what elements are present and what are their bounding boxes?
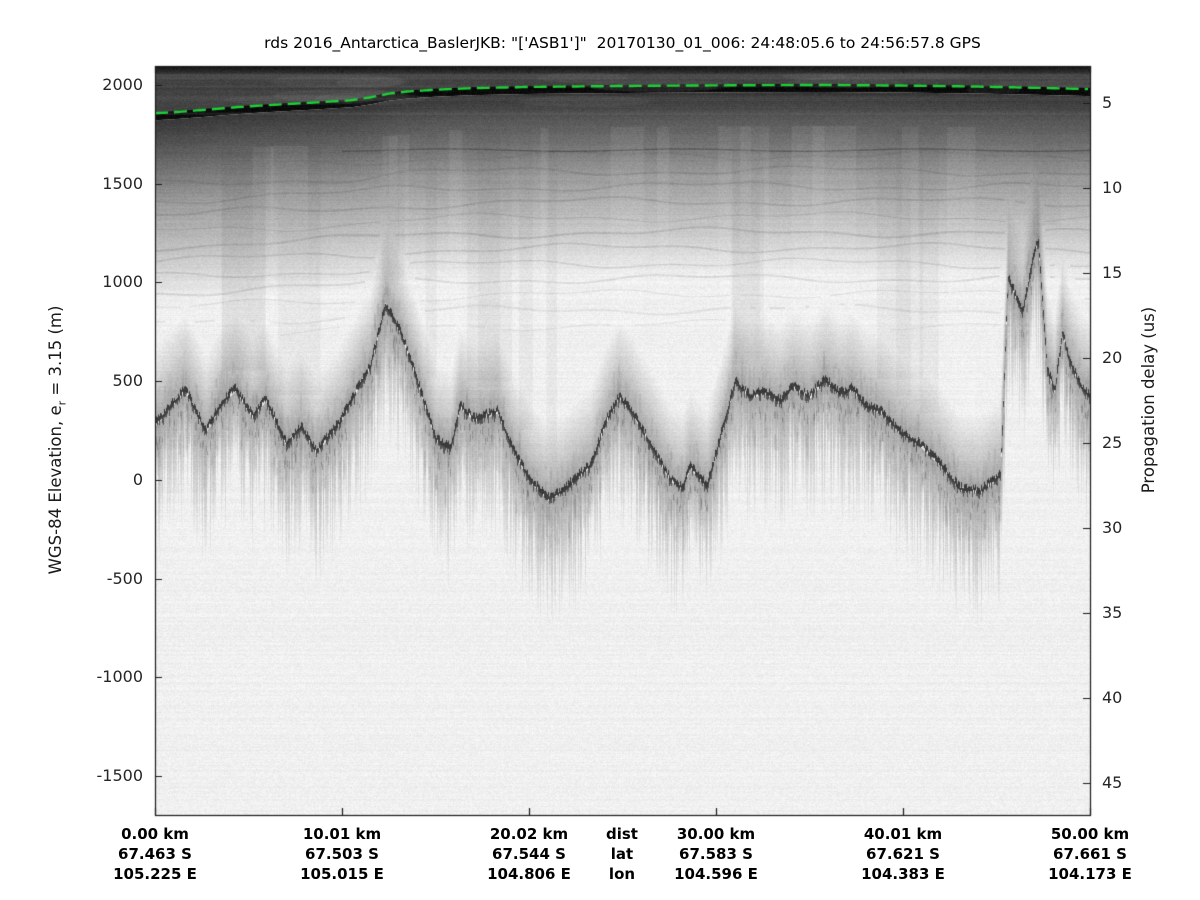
xtick-lon: 104.806 E bbox=[487, 865, 571, 883]
xtick-dist: 10.01 km bbox=[302, 825, 382, 843]
xtick-lat: 67.621 S bbox=[866, 845, 940, 863]
xaxis-key-lon: lon bbox=[608, 865, 636, 883]
xtick-lat: 67.661 S bbox=[1053, 845, 1127, 863]
left-axis-label: WGS-84 Elevation, er = 3.15 (m) bbox=[46, 210, 68, 670]
left-tick-0: 0 bbox=[132, 470, 143, 489]
left-tick-1000: 1000 bbox=[102, 272, 143, 291]
xtick-col-50km: 50.00 km 67.661 S 104.173 E bbox=[1015, 824, 1165, 884]
left-axis-label-text: WGS-84 Elevation, e bbox=[46, 405, 65, 575]
xtick-col-10km: 10.01 km 67.503 S 105.015 E bbox=[267, 824, 417, 884]
xtick-col-30km: 30.00 km 67.583 S 104.596 E bbox=[641, 824, 791, 884]
xtick-lon: 104.596 E bbox=[674, 865, 758, 883]
xtick-lat: 67.544 S bbox=[492, 845, 566, 863]
left-tick-500: 500 bbox=[112, 371, 143, 390]
right-tick-15: 15 bbox=[1102, 263, 1123, 282]
right-tick-5: 5 bbox=[1102, 93, 1113, 112]
xtick-lat: 67.463 S bbox=[118, 845, 192, 863]
left-tick-1500: 1500 bbox=[102, 174, 143, 193]
xaxis-key-column: dist lat lon bbox=[547, 824, 697, 884]
xtick-lon: 105.015 E bbox=[300, 865, 384, 883]
left-tick-2000: 2000 bbox=[102, 75, 143, 94]
right-tick-10: 10 bbox=[1102, 178, 1123, 197]
xtick-dist: 50.00 km bbox=[1050, 825, 1130, 843]
xtick-dist: 0.00 km bbox=[121, 825, 189, 843]
left-tick-m500: -500 bbox=[106, 569, 143, 588]
xtick-dist: 30.00 km bbox=[676, 825, 756, 843]
left-axis-label-subscript: r bbox=[55, 400, 69, 406]
right-tick-45: 45 bbox=[1102, 773, 1123, 792]
right-tick-35: 35 bbox=[1102, 603, 1123, 622]
right-tick-25: 25 bbox=[1102, 433, 1123, 452]
right-tick-20: 20 bbox=[1102, 348, 1123, 367]
xtick-col-20km: 20.02 km 67.544 S 104.806 E bbox=[454, 824, 604, 884]
xtick-col-0km: 0.00 km 67.463 S 105.225 E bbox=[80, 824, 230, 884]
left-tick-m1000: -1000 bbox=[96, 667, 144, 686]
xtick-lon: 104.383 E bbox=[861, 865, 945, 883]
xtick-dist: 20.02 km bbox=[489, 825, 569, 843]
xaxis-key-lat: lat bbox=[610, 845, 634, 863]
left-tick-m1500: -1500 bbox=[96, 766, 144, 785]
xtick-dist: 40.01 km bbox=[863, 825, 943, 843]
xaxis-key-dist: dist bbox=[606, 825, 638, 843]
xtick-lon: 105.225 E bbox=[113, 865, 197, 883]
left-axis-label-suffix: = 3.15 (m) bbox=[46, 305, 65, 401]
right-tick-30: 30 bbox=[1102, 518, 1123, 537]
xtick-lat: 67.503 S bbox=[305, 845, 379, 863]
xtick-lon: 104.173 E bbox=[1048, 865, 1132, 883]
right-tick-40: 40 bbox=[1102, 688, 1123, 707]
right-axis-label: Propagation delay (us) bbox=[1139, 306, 1158, 494]
xtick-lat: 67.583 S bbox=[679, 845, 753, 863]
xtick-col-40km: 40.01 km 67.621 S 104.383 E bbox=[828, 824, 978, 884]
figure-title: rds 2016_Antarctica_BaslerJKB: "['ASB1']… bbox=[264, 34, 981, 52]
